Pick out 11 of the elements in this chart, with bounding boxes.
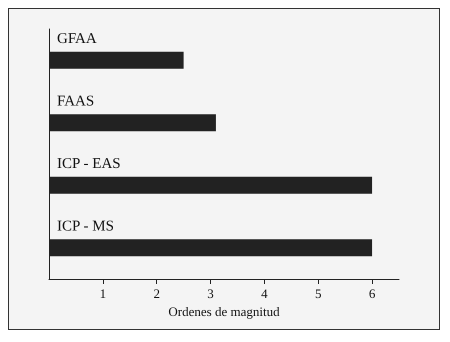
x-tick-label: 3 (207, 286, 214, 301)
x-tick-label: 5 (314, 286, 322, 301)
y-tick-label: ICP - MS (57, 218, 114, 234)
x-tick-label: 1 (100, 286, 106, 301)
x-tick-label: 6 (368, 286, 376, 301)
y-tick-label: GFAA (57, 30, 97, 47)
y-tick-label: ICP - EAS (57, 156, 121, 172)
x-tick-label: 4 (261, 286, 268, 301)
x-axis-title: Ordenes de magnitud (168, 304, 280, 319)
y-tick-label: FAAS (57, 93, 94, 110)
x-tick-label: 2 (153, 286, 160, 301)
